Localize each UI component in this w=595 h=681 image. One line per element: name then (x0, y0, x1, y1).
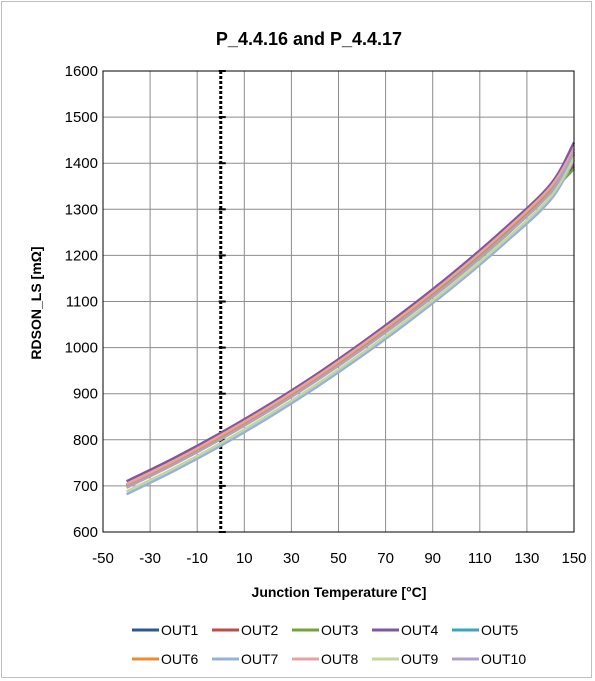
plot-area-border (102, 70, 575, 533)
y-axis-label: RDSON_LS [mΩ] (28, 246, 44, 359)
x-tick-label: 30 (283, 550, 300, 567)
legend: OUT1 OUT2 OUT3 OUT4 OUT5 OUT6 OUT7 OUT8 OUT9 OUT1… (132, 622, 526, 667)
x-axis-label: Junction Temperature [°C] (252, 584, 427, 600)
legend-label-out9: OUT9 (401, 651, 439, 667)
y-tick-label: 1000 (65, 340, 98, 357)
series-line-out7 (126, 158, 576, 496)
x-tick-label: -30 (139, 550, 161, 567)
legend-label-out1: OUT1 (161, 622, 199, 638)
zero-reference-line (218, 70, 226, 533)
y-tick-label: 1600 (65, 63, 98, 80)
y-tick-label: 800 (73, 432, 98, 449)
series-line-out8 (126, 147, 576, 486)
x-tick-label: 10 (236, 550, 253, 567)
y-tick-label: 1300 (65, 201, 98, 218)
series-line-out9 (126, 157, 576, 493)
series-line-out2 (126, 163, 575, 487)
y-axis-ticks: 600 700 800 900 1000 1100 1200 1300 1400 1500 1600 (65, 63, 98, 541)
y-tick-label: 1100 (66, 294, 98, 311)
legend-label-out4: OUT4 (401, 622, 439, 638)
series-line-out1 (126, 166, 575, 488)
series-line-out4 (126, 141, 576, 483)
x-tick-label: 70 (377, 550, 394, 567)
chart-title: P_4.4.16 and P_4.4.17 (216, 29, 402, 49)
y-tick-label: 1200 (65, 247, 98, 264)
x-tick-label: 50 (330, 550, 347, 567)
legend-label-out6: OUT6 (161, 651, 199, 667)
series-line-out6 (126, 154, 576, 488)
x-tick-label: 150 (561, 550, 586, 567)
x-tick-label: 110 (468, 550, 492, 567)
y-tick-label: 900 (73, 386, 98, 403)
legend-label-out7: OUT7 (241, 651, 279, 667)
x-tick-label: 90 (424, 550, 441, 567)
y-tick-label: 1400 (65, 155, 98, 172)
legend-label-out10: OUT10 (481, 651, 526, 667)
y-tick-label: 600 (73, 524, 98, 541)
y-tick-label: 700 (73, 478, 98, 495)
legend-label-out3: OUT3 (321, 622, 359, 638)
legend-label-out8: OUT8 (321, 651, 359, 667)
series-lines (126, 141, 576, 496)
x-tick-label: 130 (514, 550, 539, 567)
series-line-out5 (126, 153, 576, 487)
legend-label-out2: OUT2 (241, 622, 279, 638)
x-tick-label: -50 (92, 550, 114, 567)
x-axis-ticks: -50 -30 -10 10 30 50 70 90 110 130 150 (92, 550, 586, 567)
series-line-out3 (126, 167, 575, 488)
series-line-out10 (126, 151, 576, 489)
x-tick-label: -10 (186, 550, 208, 567)
legend-label-out5: OUT5 (481, 622, 519, 638)
y-tick-label: 1500 (65, 109, 98, 126)
